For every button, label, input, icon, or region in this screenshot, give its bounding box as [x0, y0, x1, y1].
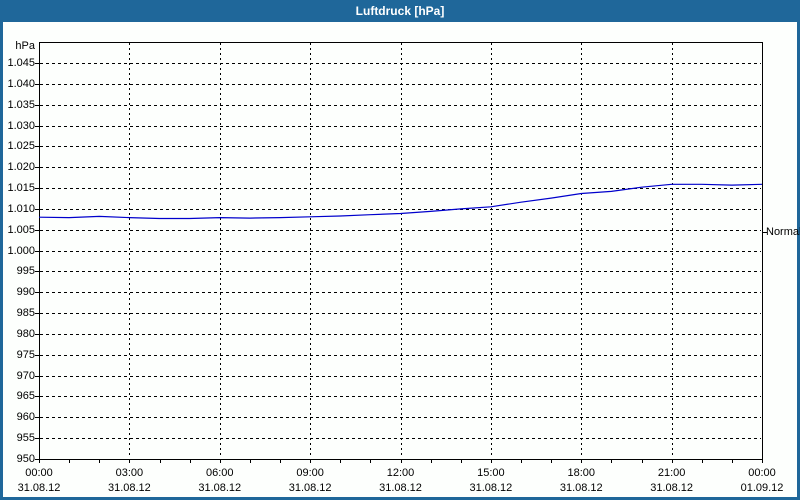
chart-title: Luftdruck [hPa] — [355, 4, 445, 18]
y-axis-unit-label: hPa — [15, 40, 35, 52]
y-tick-label: 980 — [16, 327, 35, 340]
x-tick-date-label: 31.08.12 — [559, 482, 603, 494]
x-tick-time-label: 00:00 — [25, 467, 53, 479]
x-tick-date-label: 01.09.12 — [740, 482, 784, 494]
x-tick-date-label: 31.08.12 — [17, 482, 61, 494]
y-tick-label: 1.045 — [7, 57, 35, 69]
y-tick-label: 970 — [16, 369, 35, 382]
y-tick-label: 1.020 — [7, 161, 35, 174]
x-tick-time-label: 06:00 — [205, 467, 234, 479]
y-tick-label: 985 — [16, 307, 35, 320]
y-tick-label: 1.010 — [7, 202, 35, 215]
y-tick-label: 995 — [16, 265, 35, 278]
x-tick-time-label: 18:00 — [567, 467, 596, 479]
normal-annotation-label: Normal — [766, 225, 800, 238]
x-tick-time-label: 09:00 — [296, 467, 324, 479]
y-tick-label: 950 — [16, 453, 35, 465]
y-tick-label: 1.000 — [7, 244, 35, 257]
y-tick-label: 955 — [16, 432, 35, 445]
y-tick-label: 1.025 — [7, 140, 35, 153]
y-tick-label: 975 — [16, 348, 35, 361]
x-tick-time-label: 03:00 — [115, 467, 144, 479]
y-tick-label: 1.035 — [7, 98, 35, 111]
x-tick-time-label: 21:00 — [657, 467, 686, 479]
y-tick-label: 965 — [16, 390, 35, 403]
x-tick-date-label: 31.08.12 — [107, 482, 151, 494]
y-tick-label: 1.005 — [7, 223, 35, 236]
y-tick-label: 1.015 — [7, 182, 35, 195]
y-tick-label: 1.040 — [7, 77, 35, 90]
y-tick-label: 990 — [16, 286, 35, 299]
y-tick-label: 1.030 — [7, 119, 35, 132]
x-tick-time-label: 15:00 — [477, 467, 505, 479]
x-tick-time-label: 12:00 — [386, 467, 415, 479]
x-tick-time-label: 00:00 — [748, 467, 776, 479]
y-tick-label: 960 — [16, 411, 35, 424]
x-tick-date-label: 31.08.12 — [198, 482, 242, 494]
x-tick-date-label: 31.08.12 — [650, 482, 694, 494]
x-tick-date-label: 31.08.12 — [379, 482, 422, 494]
chart-content — [3, 22, 797, 497]
x-tick-date-label: 31.08.12 — [469, 482, 513, 494]
x-tick-date-label: 31.08.12 — [288, 482, 332, 494]
title-bar: Luftdruck [hPa] — [0, 0, 800, 22]
